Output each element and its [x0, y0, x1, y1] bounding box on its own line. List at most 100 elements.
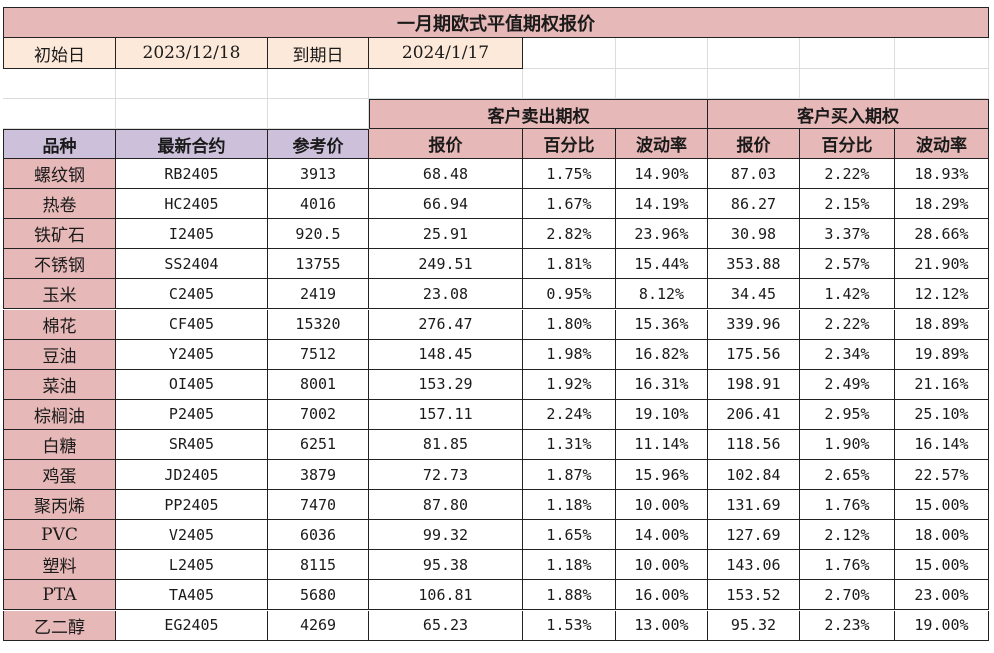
- cell-sell-percent[interactable]: 1.67%: [523, 189, 616, 220]
- cell-sell-quote[interactable]: 25.91: [369, 219, 523, 250]
- cell-sell-volatility[interactable]: 16.82%: [616, 339, 708, 370]
- cell-contract[interactable]: L2405: [116, 550, 268, 581]
- cell-buy-quote[interactable]: 118.56: [708, 429, 800, 460]
- cell-sell-quote[interactable]: 157.11: [369, 399, 523, 430]
- cell-sell-quote[interactable]: 148.45: [369, 339, 523, 370]
- cell-ref-price[interactable]: 920.5: [268, 219, 369, 250]
- cell-sell-percent[interactable]: 1.31%: [523, 429, 616, 460]
- cell-variety[interactable]: 白糖: [3, 429, 116, 460]
- cell-buy-volatility[interactable]: 18.93%: [895, 159, 989, 189]
- cell-sell-quote[interactable]: 153.29: [369, 369, 523, 400]
- cell-sell-percent[interactable]: 1.80%: [523, 309, 616, 340]
- cell-contract[interactable]: SR405: [116, 429, 268, 460]
- cell-buy-volatility[interactable]: 19.89%: [895, 339, 989, 370]
- cell-variety[interactable]: 棕榈油: [3, 399, 116, 430]
- cell-sell-percent[interactable]: 1.75%: [523, 159, 616, 189]
- cell-sell-percent[interactable]: 2.24%: [523, 399, 616, 430]
- cell-ref-price[interactable]: 8001: [268, 369, 369, 400]
- start-date-value[interactable]: 2023/12/18: [116, 38, 268, 69]
- cell-buy-quote[interactable]: 131.69: [708, 490, 800, 521]
- cell-ref-price[interactable]: 15320: [268, 309, 369, 340]
- cell-sell-quote[interactable]: 95.38: [369, 550, 523, 581]
- header-buy-percent[interactable]: 百分比: [800, 129, 895, 159]
- cell-buy-volatility[interactable]: 15.00%: [895, 490, 989, 521]
- cell-variety[interactable]: 乙二醇: [3, 610, 116, 641]
- cell-sell-quote[interactable]: 23.08: [369, 279, 523, 310]
- cell-buy-percent[interactable]: 2.95%: [800, 399, 895, 430]
- cell-buy-volatility[interactable]: 12.12%: [895, 279, 989, 310]
- cell-contract[interactable]: SS2404: [116, 249, 268, 280]
- cell-ref-price[interactable]: 4016: [268, 189, 369, 220]
- cell-sell-volatility[interactable]: 8.12%: [616, 279, 708, 310]
- cell-buy-quote[interactable]: 102.84: [708, 460, 800, 490]
- cell-buy-percent[interactable]: 2.22%: [800, 159, 895, 189]
- header-contract[interactable]: 最新合约: [116, 129, 268, 159]
- cell-contract[interactable]: TA405: [116, 580, 268, 611]
- header-ref-price[interactable]: 参考价: [268, 129, 369, 159]
- cell-ref-price[interactable]: 2419: [268, 279, 369, 310]
- header-buy-volatility[interactable]: 波动率: [895, 129, 989, 159]
- cell-sell-volatility[interactable]: 15.36%: [616, 309, 708, 340]
- cell-sell-percent[interactable]: 1.18%: [523, 550, 616, 581]
- cell-sell-quote[interactable]: 249.51: [369, 249, 523, 280]
- cell-ref-price[interactable]: 7002: [268, 399, 369, 430]
- cell-buy-volatility[interactable]: 18.00%: [895, 520, 989, 551]
- cell-buy-volatility[interactable]: 22.57%: [895, 460, 989, 490]
- cell-ref-price[interactable]: 3913: [268, 159, 369, 189]
- cell-sell-volatility[interactable]: 13.00%: [616, 610, 708, 641]
- cell-buy-quote[interactable]: 153.52: [708, 580, 800, 611]
- cell-sell-quote[interactable]: 65.23: [369, 610, 523, 641]
- cell-ref-price[interactable]: 13755: [268, 249, 369, 280]
- cell-buy-volatility[interactable]: 25.10%: [895, 399, 989, 430]
- cell-variety[interactable]: 热卷: [3, 189, 116, 220]
- cell-contract[interactable]: JD2405: [116, 460, 268, 490]
- header-sell-percent[interactable]: 百分比: [523, 129, 616, 159]
- cell-contract[interactable]: P2405: [116, 399, 268, 430]
- cell-sell-quote[interactable]: 276.47: [369, 309, 523, 340]
- cell-sell-quote[interactable]: 106.81: [369, 580, 523, 611]
- cell-buy-percent[interactable]: 1.76%: [800, 550, 895, 581]
- cell-variety[interactable]: 棉花: [3, 309, 116, 340]
- cell-buy-volatility[interactable]: 23.00%: [895, 580, 989, 611]
- cell-buy-volatility[interactable]: 21.90%: [895, 249, 989, 280]
- header-sell-quote[interactable]: 报价: [369, 129, 523, 159]
- cell-sell-percent[interactable]: 1.87%: [523, 460, 616, 490]
- cell-sell-percent[interactable]: 1.65%: [523, 520, 616, 551]
- cell-variety[interactable]: 玉米: [3, 279, 116, 310]
- cell-buy-percent[interactable]: 2.22%: [800, 309, 895, 340]
- cell-contract[interactable]: RB2405: [116, 159, 268, 189]
- cell-buy-quote[interactable]: 339.96: [708, 309, 800, 340]
- cell-buy-quote[interactable]: 34.45: [708, 279, 800, 310]
- cell-variety[interactable]: 塑料: [3, 550, 116, 581]
- cell-ref-price[interactable]: 4269: [268, 610, 369, 641]
- cell-variety[interactable]: 鸡蛋: [3, 460, 116, 490]
- cell-sell-volatility[interactable]: 10.00%: [616, 550, 708, 581]
- cell-sell-volatility[interactable]: 16.00%: [616, 580, 708, 611]
- cell-ref-price[interactable]: 5680: [268, 580, 369, 611]
- cell-contract[interactable]: Y2405: [116, 339, 268, 370]
- cell-buy-volatility[interactable]: 28.66%: [895, 219, 989, 250]
- header-buy-quote[interactable]: 报价: [708, 129, 800, 159]
- cell-sell-percent[interactable]: 1.98%: [523, 339, 616, 370]
- cell-sell-percent[interactable]: 1.53%: [523, 610, 616, 641]
- cell-buy-percent[interactable]: 1.90%: [800, 429, 895, 460]
- cell-buy-percent[interactable]: 2.70%: [800, 580, 895, 611]
- cell-buy-percent[interactable]: 2.23%: [800, 610, 895, 641]
- cell-buy-quote[interactable]: 206.41: [708, 399, 800, 430]
- cell-variety[interactable]: 螺纹钢: [3, 159, 116, 189]
- cell-buy-percent[interactable]: 2.57%: [800, 249, 895, 280]
- cell-sell-volatility[interactable]: 16.31%: [616, 369, 708, 400]
- cell-variety[interactable]: 聚丙烯: [3, 490, 116, 521]
- cell-contract[interactable]: I2405: [116, 219, 268, 250]
- cell-sell-volatility[interactable]: 14.19%: [616, 189, 708, 220]
- cell-buy-quote[interactable]: 143.06: [708, 550, 800, 581]
- cell-sell-percent[interactable]: 0.95%: [523, 279, 616, 310]
- cell-ref-price[interactable]: 6036: [268, 520, 369, 551]
- cell-sell-quote[interactable]: 99.32: [369, 520, 523, 551]
- cell-buy-percent[interactable]: 2.34%: [800, 339, 895, 370]
- cell-buy-percent[interactable]: 2.15%: [800, 189, 895, 220]
- cell-buy-quote[interactable]: 30.98: [708, 219, 800, 250]
- cell-buy-percent[interactable]: 2.49%: [800, 369, 895, 400]
- cell-sell-quote[interactable]: 87.80: [369, 490, 523, 521]
- cell-sell-percent[interactable]: 2.82%: [523, 219, 616, 250]
